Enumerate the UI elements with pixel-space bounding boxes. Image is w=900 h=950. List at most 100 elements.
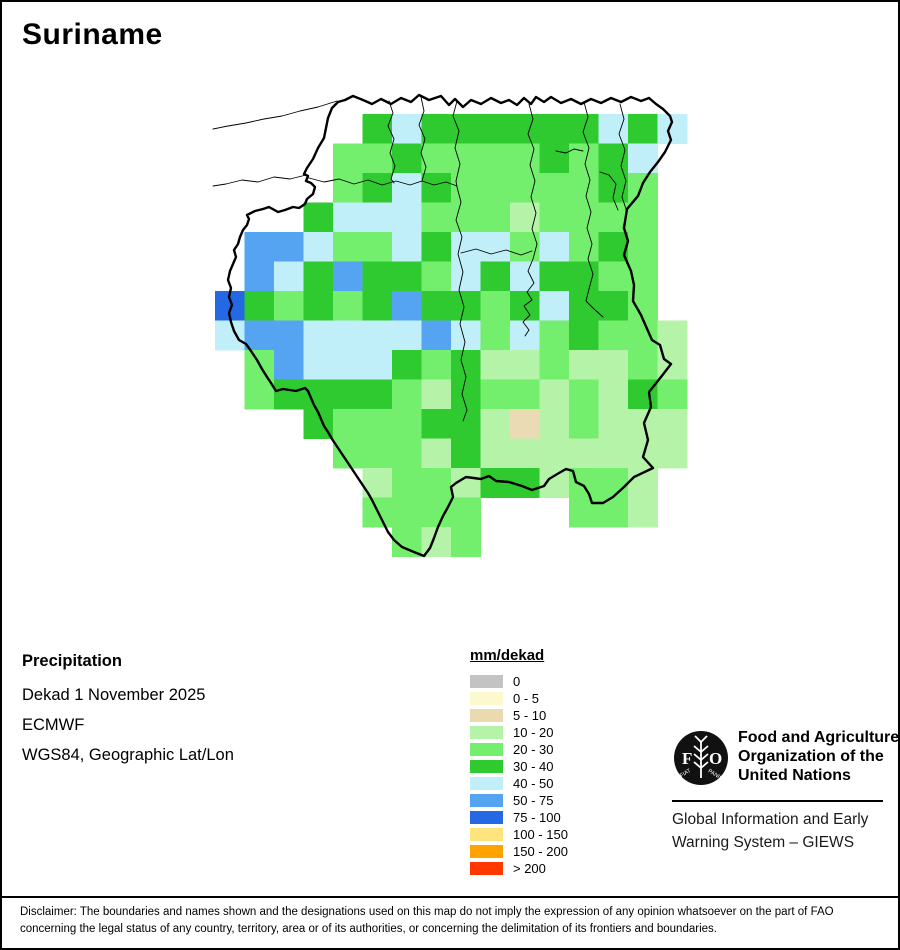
precip-cell — [628, 114, 658, 144]
precip-cell — [362, 232, 393, 262]
precip-cell — [598, 438, 629, 469]
precip-cell — [392, 114, 422, 144]
precip-cell — [657, 350, 688, 380]
precip-cell — [392, 173, 422, 203]
precip-cell — [392, 143, 422, 174]
fao-org-line2: Organization of the — [738, 748, 884, 765]
precip-cell — [362, 320, 393, 351]
precip-cell — [244, 261, 275, 292]
precip-cell — [480, 320, 511, 351]
precip-cell — [362, 114, 393, 144]
precip-cell — [451, 114, 481, 144]
precip-cell — [274, 320, 304, 351]
precip-cell — [451, 261, 481, 292]
legend-row: 100 - 150 — [470, 826, 568, 843]
precip-cell — [333, 409, 363, 439]
precip-cell — [362, 143, 393, 174]
precip-cell — [598, 497, 629, 528]
precip-cell — [539, 261, 570, 292]
precip-cell — [628, 320, 658, 351]
precip-cell — [244, 232, 275, 262]
precip-cell — [480, 232, 511, 262]
precip-cell — [539, 114, 570, 144]
precip-cell — [480, 350, 511, 380]
precip-cell — [569, 143, 599, 174]
precip-cell — [598, 291, 629, 321]
legend-label: 50 - 75 — [513, 793, 554, 808]
precip-cell — [480, 202, 511, 233]
precip-cell — [451, 350, 481, 380]
precip-cell — [303, 350, 334, 380]
precip-cell — [421, 350, 452, 380]
legend-label: 100 - 150 — [513, 827, 568, 842]
precip-cell — [392, 320, 422, 351]
info-product: Precipitation — [22, 652, 122, 670]
precip-cell — [333, 291, 363, 321]
precip-cell — [392, 497, 422, 528]
admin-boundary-line — [582, 101, 604, 318]
admin-boundary-line — [555, 148, 584, 154]
precip-cell — [510, 114, 540, 144]
legend-label: 20 - 30 — [513, 742, 554, 757]
giews-name: Global Information and Early Warning Sys… — [672, 808, 868, 854]
precip-cell — [480, 114, 511, 144]
precip-cell — [539, 143, 570, 174]
fao-motto-fiat: FIAT — [679, 768, 692, 780]
precip-cell — [657, 379, 688, 410]
legend-swatch — [470, 709, 503, 722]
precip-cell — [480, 291, 511, 321]
legend-swatch — [470, 862, 503, 875]
precip-cell — [303, 232, 334, 262]
admin-boundary-line — [418, 96, 427, 182]
precip-cell — [421, 202, 452, 233]
precip-cell — [421, 291, 452, 321]
precip-cell — [569, 291, 599, 321]
admin-boundary-line — [599, 171, 619, 211]
precip-cell — [303, 261, 334, 292]
precip-cell — [392, 438, 422, 469]
precip-cell — [539, 320, 570, 351]
precip-cell — [480, 143, 511, 174]
legend-swatch — [470, 794, 503, 807]
precip-cell — [392, 291, 422, 321]
legend-label: 0 - 5 — [513, 691, 540, 706]
precip-cell — [539, 173, 570, 203]
precip-cell — [510, 409, 540, 439]
legend-row: 20 - 30 — [470, 741, 568, 758]
precip-cell — [628, 379, 658, 410]
precip-cell — [628, 350, 658, 380]
legend-label: 30 - 40 — [513, 759, 554, 774]
precip-cell — [598, 350, 629, 380]
precip-cell — [421, 232, 452, 262]
precip-cell — [510, 438, 540, 469]
precip-cell — [451, 468, 481, 498]
precip-cell — [333, 438, 363, 469]
precip-cell — [569, 468, 599, 498]
disclaimer-line1: Disclaimer: The boundaries and names sho… — [20, 906, 834, 918]
precip-cell — [569, 114, 599, 144]
precip-cell — [421, 497, 452, 528]
precip-cell — [598, 409, 629, 439]
precip-cell — [421, 320, 452, 351]
precip-cell — [480, 468, 511, 498]
legend-label: 150 - 200 — [513, 844, 568, 859]
precip-cell — [451, 527, 481, 557]
precip-cell — [539, 232, 570, 262]
precip-cell — [451, 320, 481, 351]
precip-cell — [628, 143, 658, 174]
precip-cell — [569, 232, 599, 262]
legend-entries: 0 0 - 5 5 - 10 10 - 20 20 - 30 30 - 40 40 - 50… — [470, 673, 568, 877]
precip-cell — [510, 173, 540, 203]
precip-cell — [628, 497, 658, 528]
precip-cell — [569, 497, 599, 528]
precip-cell — [628, 409, 658, 439]
precip-cell — [362, 409, 393, 439]
legend-swatch — [470, 675, 503, 688]
precip-cell — [303, 291, 334, 321]
legend-swatch — [470, 726, 503, 739]
precip-cell — [598, 261, 629, 292]
legend-row: 150 - 200 — [470, 843, 568, 860]
precip-cell — [362, 497, 393, 528]
wheat-ear-icon — [693, 735, 709, 778]
precip-cell — [539, 438, 570, 469]
